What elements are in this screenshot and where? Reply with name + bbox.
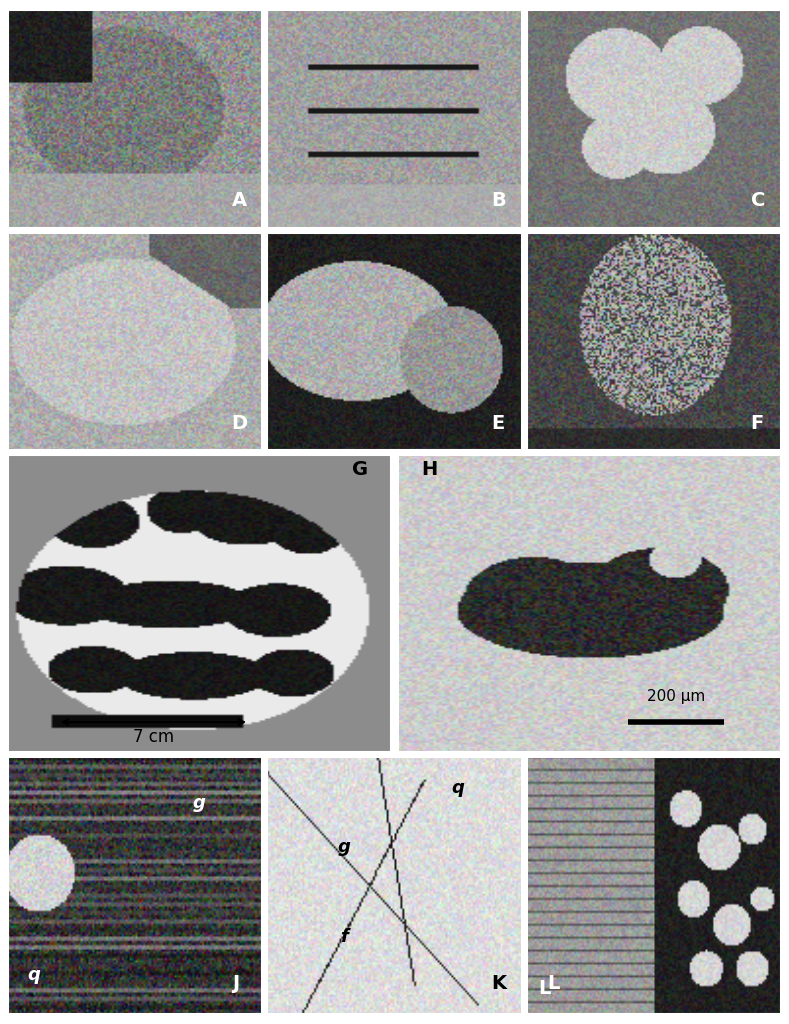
Text: J: J — [232, 974, 239, 993]
Text: g: g — [337, 838, 350, 856]
Text: D: D — [232, 414, 248, 433]
Text: G: G — [353, 460, 368, 479]
Text: E: E — [491, 414, 504, 433]
Text: q: q — [27, 967, 39, 984]
Text: B: B — [491, 191, 506, 210]
Text: L: L — [538, 979, 551, 997]
Text: 7 cm: 7 cm — [133, 728, 174, 746]
Text: g: g — [193, 794, 205, 812]
Text: f: f — [340, 928, 348, 945]
Text: q: q — [451, 778, 465, 797]
Text: K: K — [491, 974, 507, 993]
Text: F: F — [750, 414, 764, 433]
Text: L: L — [547, 974, 559, 993]
Text: H: H — [421, 460, 438, 479]
Text: 200 μm: 200 μm — [647, 689, 705, 705]
Text: C: C — [750, 191, 765, 210]
Text: A: A — [232, 191, 247, 210]
